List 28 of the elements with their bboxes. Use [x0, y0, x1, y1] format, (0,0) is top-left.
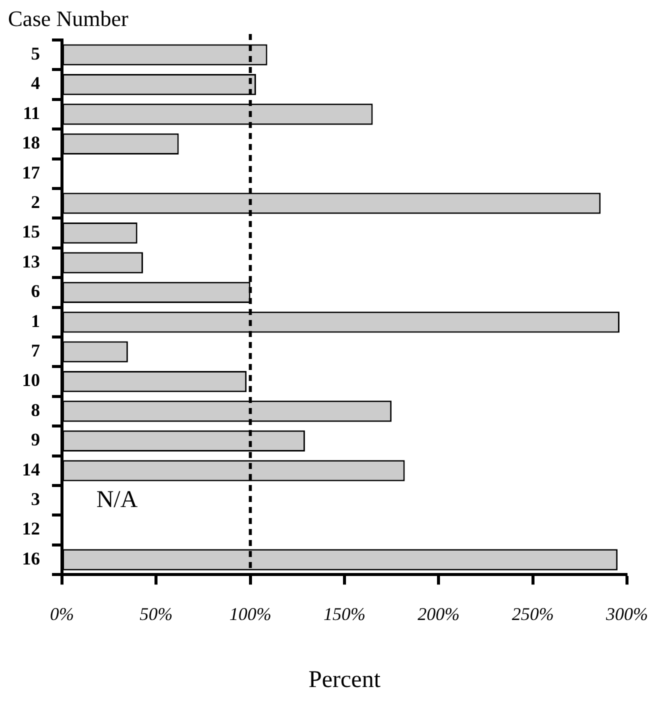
y-tick-label: 15: [22, 222, 40, 242]
y-tick-label: 7: [31, 340, 40, 361]
y-tick-label: 12: [22, 518, 40, 539]
x-tick-label: 100%: [229, 604, 272, 624]
y-tick-label: 13: [22, 251, 40, 272]
y-tick-label: 18: [22, 132, 40, 153]
y-tick-label: 6: [31, 281, 40, 302]
x-tick-label: 50%: [140, 604, 173, 624]
y-tick-label: 14: [22, 459, 40, 480]
y-tick-label: 2: [31, 192, 40, 212]
x-tick-label: 300%: [605, 604, 648, 624]
y-tick-label: 10: [22, 370, 40, 390]
x-axis-title: Percent: [308, 666, 381, 693]
y-tick-label: 8: [31, 400, 40, 420]
x-tick-label: 200%: [418, 604, 460, 624]
y-tick-label: 11: [22, 102, 40, 123]
y-tick-label: 9: [31, 430, 40, 450]
y-tick-label: 1: [31, 310, 40, 331]
y-tick-label: 4: [31, 73, 40, 94]
x-tick-label: 150%: [324, 604, 366, 624]
y-tick-label: 5: [31, 44, 40, 64]
annotation: N/A: [96, 487, 138, 514]
y-tick-label: 3: [31, 489, 40, 510]
x-tick-label: 0%: [50, 604, 74, 624]
y-axis-title: Case Number: [8, 6, 130, 31]
x-tick-label: 250%: [512, 604, 554, 624]
y-tick-label: 16: [22, 548, 40, 568]
y-tick-label: 17: [22, 162, 40, 182]
